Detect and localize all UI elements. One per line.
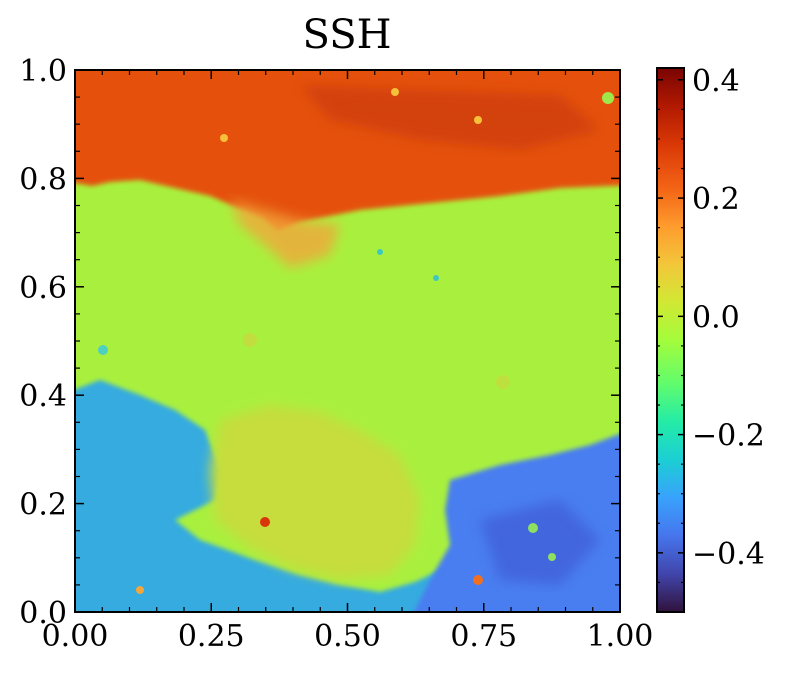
colorbar-axis: 0.4 0.2 0.0 −0.2 −0.4 <box>657 64 765 584</box>
chart-title: SSH <box>303 12 392 58</box>
x-tick-label: 0.00 <box>42 619 109 654</box>
eddy <box>220 134 228 142</box>
y-tick-label: 0.6 <box>19 271 67 306</box>
southern-low-west <box>75 380 470 612</box>
southern-dark-patch <box>480 500 600 585</box>
eddy <box>377 249 383 255</box>
x-tick-label: 1.00 <box>587 619 654 654</box>
northern-dark-band <box>300 85 600 150</box>
colorbar-tick-label: 0.4 <box>692 64 740 99</box>
eddy <box>496 375 510 389</box>
y-tick-label: 0.4 <box>19 379 67 414</box>
eddy <box>260 517 270 527</box>
central-tongue <box>210 405 420 580</box>
x-tick-label: 0.50 <box>314 619 381 654</box>
x-tick-label: 0.25 <box>178 619 245 654</box>
eddy <box>528 523 538 533</box>
colorbar-tick-label: 0.2 <box>692 182 740 217</box>
front-mixing-zone <box>230 200 340 268</box>
y-tick-label: 0.2 <box>19 488 67 523</box>
colorbar-tick-label: −0.4 <box>692 537 765 572</box>
y-tick-label: 0.8 <box>19 162 67 197</box>
eddy <box>136 586 144 594</box>
eddy <box>391 88 399 96</box>
colorbar-tick-label: −0.2 <box>692 419 765 454</box>
eddy <box>548 553 556 561</box>
x-tick-label: 0.75 <box>450 619 517 654</box>
eddy <box>433 275 439 281</box>
eddy <box>474 116 482 124</box>
y-tick-label: 1.0 <box>19 54 67 89</box>
y-tick-label: 0.0 <box>19 596 67 631</box>
eddy <box>243 333 257 347</box>
eddy <box>473 575 483 585</box>
eddy <box>98 345 108 355</box>
colorbar-tick-label: 0.0 <box>692 300 740 335</box>
heatmap-field <box>75 70 620 612</box>
eddies <box>98 88 614 594</box>
y-axis: 0.0 0.2 0.4 0.6 0.8 1.0 <box>19 54 620 631</box>
colorbar <box>656 67 685 613</box>
eddy <box>602 92 614 104</box>
x-axis: 0.00 0.25 0.50 0.75 1.00 <box>42 70 654 654</box>
